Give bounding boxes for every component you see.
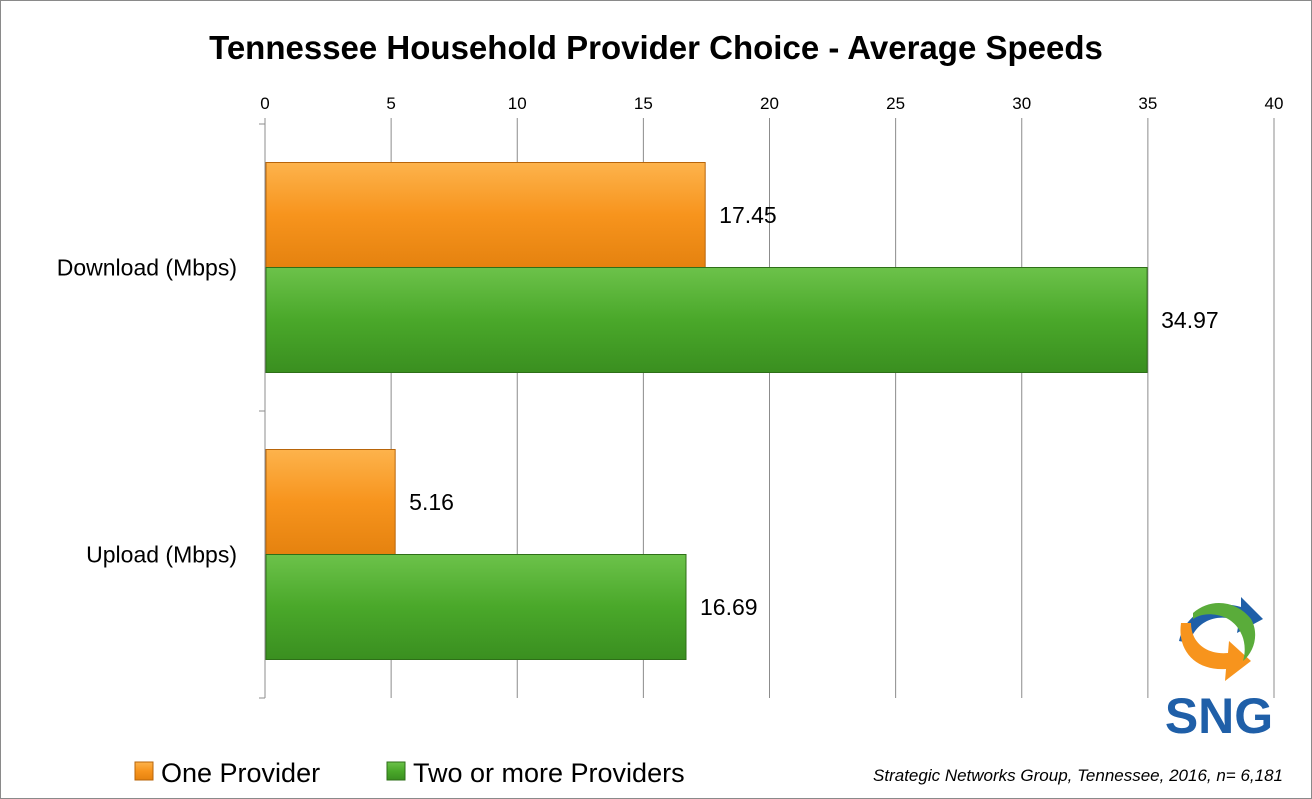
x-tick-label-35: 35 [1138, 94, 1157, 113]
chart-title: Tennessee Household Provider Choice - Av… [209, 29, 1103, 66]
legend-label-two-or-more-providers: Two or more Providers [413, 758, 685, 788]
logo-arrow-orange [1180, 623, 1251, 681]
legend-swatch-one-provider [134, 761, 154, 781]
logo-text: SNG [1165, 688, 1273, 744]
logo-arrow-blue [1179, 597, 1263, 643]
x-tick-label-10: 10 [508, 94, 527, 113]
category-label-1: Upload (Mbps) [86, 542, 237, 568]
bars [265, 162, 1148, 660]
category-label-0: Download (Mbps) [57, 255, 237, 281]
logo-arrow-green [1193, 602, 1256, 661]
bar-0-0 [265, 162, 706, 268]
data-label-0-1: 5.16 [409, 489, 454, 515]
x-tick-label-30: 30 [1012, 94, 1031, 113]
bar-1-1 [265, 554, 687, 660]
category-labels: Download (Mbps) Upload (Mbps) [57, 255, 237, 568]
legend: One Provider Two or more Providers [134, 758, 685, 788]
source-note: Strategic Networks Group, Tennessee, 201… [873, 766, 1283, 785]
bar-1-0 [265, 267, 1148, 373]
data-label-1-1: 16.69 [700, 594, 758, 620]
data-label-1-0: 34.97 [1161, 307, 1219, 333]
data-label-0-0: 17.45 [719, 202, 777, 228]
data-labels: 17.45 34.97 5.16 16.69 [409, 202, 1219, 620]
sng-logo: SNG [1165, 597, 1273, 744]
bar-0-1 [265, 449, 396, 555]
x-tick-label-15: 15 [634, 94, 653, 113]
x-tick-label-20: 20 [760, 94, 779, 113]
x-tick-label-5: 5 [386, 94, 395, 113]
legend-label-one-provider: One Provider [161, 758, 320, 788]
x-tick-label-25: 25 [886, 94, 905, 113]
x-axis: 0 5 10 15 20 25 30 35 40 [259, 94, 1284, 699]
legend-swatch-two-or-more-providers [386, 761, 406, 781]
x-tick-label-40: 40 [1265, 94, 1284, 113]
x-tick-label-0: 0 [260, 94, 269, 113]
